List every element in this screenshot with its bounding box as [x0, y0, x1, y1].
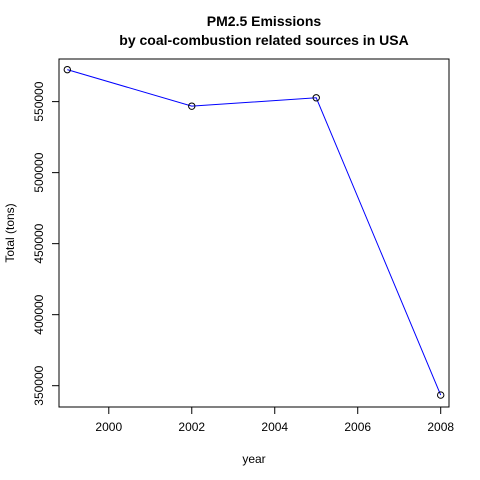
x-tick-label: 2006 — [344, 420, 371, 434]
series-layer — [63, 65, 445, 399]
series-line — [67, 69, 442, 396]
y-tick-label: 450000 — [32, 223, 46, 263]
data-point — [437, 391, 445, 399]
x-tick-label: 2008 — [427, 420, 454, 434]
y-axis: 350000 400000 450000 500000 550000 — [32, 81, 60, 406]
y-axis-title: Total (tons) — [3, 203, 17, 262]
plot-frame — [58, 58, 450, 408]
x-tick-label: 2002 — [178, 420, 205, 434]
data-point — [63, 65, 71, 74]
y-tick-label: 350000 — [32, 365, 46, 405]
chart-title: PM2.5 Emissions — [207, 13, 322, 29]
chart-subtitle: by coal-combustion related sources in US… — [119, 32, 408, 48]
x-tick-label: 2000 — [95, 420, 122, 434]
data-point — [312, 94, 320, 102]
y-tick-label: 400000 — [32, 294, 46, 334]
x-axis-title: year — [242, 452, 265, 466]
x-axis: 2000 2002 2004 2006 2008 — [95, 406, 454, 434]
x-tick-label: 2004 — [261, 420, 288, 434]
data-point — [188, 102, 196, 110]
y-tick-label: 550000 — [32, 81, 46, 121]
y-tick-label: 500000 — [32, 152, 46, 192]
